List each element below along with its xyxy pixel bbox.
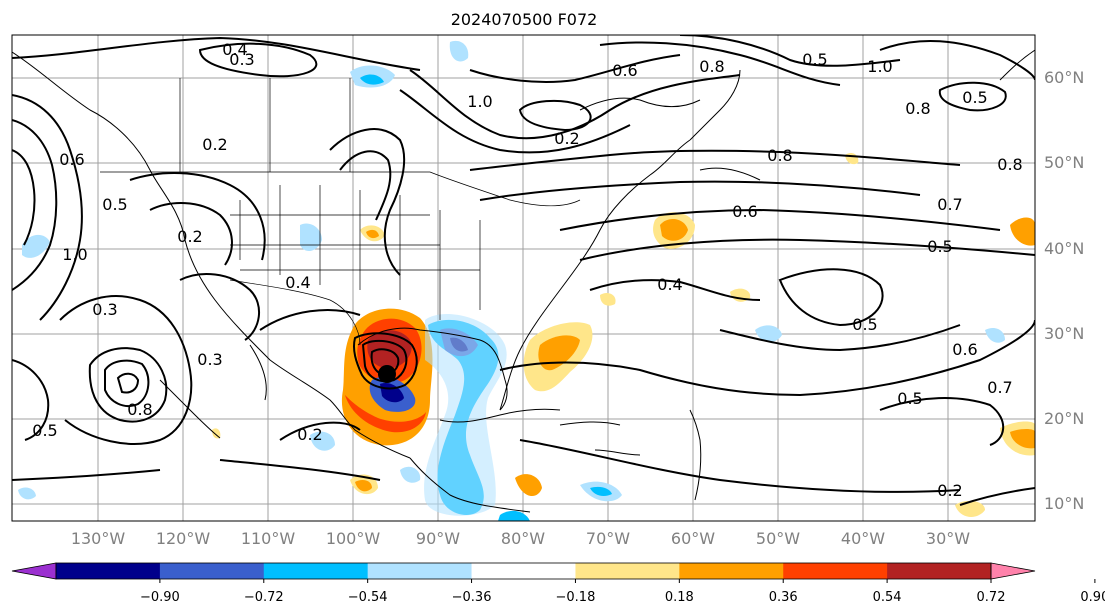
colorbar-extend-high bbox=[990, 562, 1036, 580]
contour-label: 0.3 bbox=[229, 50, 254, 69]
colorbar-swatch bbox=[263, 563, 369, 579]
contour-lines bbox=[12, 35, 1035, 506]
lon-label: 30°W bbox=[926, 529, 970, 548]
contour-label: 0.6 bbox=[59, 150, 84, 169]
latitude-axis: 60°N 50°N 40°N 30°N 20°N 10°N bbox=[1044, 68, 1084, 513]
contour-label: 0.8 bbox=[767, 146, 792, 165]
lon-label: 50°W bbox=[756, 529, 800, 548]
lon-label: 110°W bbox=[241, 529, 296, 548]
colorbar-tick-label: 0.18 bbox=[665, 590, 694, 605]
contour-label: 0.3 bbox=[197, 350, 222, 369]
contour-label: 0.6 bbox=[952, 340, 977, 359]
contour-label: 0.6 bbox=[612, 61, 637, 80]
lon-label: 70°W bbox=[586, 529, 630, 548]
contour-label: 0.7 bbox=[937, 195, 962, 214]
map-title: 2024070500 F072 bbox=[451, 10, 598, 29]
colorbar-tick-label: −0.18 bbox=[556, 590, 596, 605]
contour-label: 0.2 bbox=[554, 129, 579, 148]
colorbar-tick-label: 0.36 bbox=[769, 590, 798, 605]
contour-label: 0.5 bbox=[802, 50, 827, 69]
contour-label: 0.8 bbox=[699, 57, 724, 76]
contour-label: 0.2 bbox=[177, 227, 202, 246]
contour-label: 0.3 bbox=[92, 300, 117, 319]
map-panel: 0.4 0.3 1.0 0.6 0.8 0.5 0.2 0.7 1.0 0.4 … bbox=[12, 35, 1035, 521]
contour-label: 0.8 bbox=[127, 400, 152, 419]
contour-label: 0.5 bbox=[852, 315, 877, 334]
colorbar-swatch bbox=[887, 563, 992, 579]
colorbar-swatch bbox=[575, 563, 680, 579]
colorbar: −0.90 −0.72 −0.54 −0.36 −0.18 0.18 0.36 0.54 0.7… bbox=[11, 562, 1105, 605]
lat-label: 50°N bbox=[1044, 153, 1084, 172]
contour-label: 0.6 bbox=[732, 202, 757, 221]
lat-label: 60°N bbox=[1044, 68, 1084, 87]
contour-label: 0.2 bbox=[937, 481, 962, 500]
lat-label: 20°N bbox=[1044, 409, 1084, 428]
lat-label: 40°N bbox=[1044, 239, 1084, 258]
contour-label: 0.5 bbox=[102, 195, 127, 214]
contour-label: 0.4 bbox=[222, 40, 247, 59]
contour-label: 0.4 bbox=[657, 275, 682, 294]
storm-center-icon bbox=[378, 365, 396, 383]
colorbar-tick-label: 0.90 bbox=[1080, 590, 1105, 605]
colorbar-tick-label: −0.36 bbox=[452, 590, 492, 605]
colorbar-extend-low bbox=[11, 562, 57, 580]
contour-label: 1.0 bbox=[467, 92, 492, 111]
contour-label: 0.5 bbox=[897, 389, 922, 408]
colorbar-tick-label: −0.54 bbox=[348, 590, 388, 605]
coastlines bbox=[12, 49, 1035, 513]
contour-label: 0.8 bbox=[997, 155, 1022, 174]
colorbar-swatch bbox=[783, 563, 888, 579]
colorbar-swatch bbox=[679, 563, 784, 579]
colorbar-swatch bbox=[159, 563, 265, 579]
contour-label: 1.0 bbox=[867, 57, 892, 76]
colorbar-tick-label: 0.72 bbox=[977, 590, 1006, 605]
lat-label: 10°N bbox=[1044, 494, 1084, 513]
contour-label: 0.5 bbox=[962, 88, 987, 107]
lon-label: 80°W bbox=[501, 529, 545, 548]
colorbar-tick-label: 0.54 bbox=[873, 590, 902, 605]
contour-label: 0.2 bbox=[297, 425, 322, 444]
lat-label: 30°N bbox=[1044, 324, 1084, 343]
map-frame bbox=[11, 34, 1036, 522]
contour-label: 1.0 bbox=[62, 245, 87, 264]
lon-label: 100°W bbox=[326, 529, 381, 548]
contour-label: 0.2 bbox=[202, 135, 227, 154]
contour-label: 0.5 bbox=[32, 421, 57, 440]
lon-label: 90°W bbox=[416, 529, 460, 548]
contour-label: 0.4 bbox=[285, 273, 310, 292]
colorbar-swatch bbox=[56, 563, 161, 579]
lon-label: 130°W bbox=[71, 529, 126, 548]
colorbar-tick-label: −0.90 bbox=[140, 590, 180, 605]
contour-label-group: 0.4 0.3 1.0 0.6 0.8 0.5 0.2 0.7 1.0 0.4 … bbox=[32, 40, 1022, 500]
colorbar-tick-label: −0.72 bbox=[244, 590, 284, 605]
colorbar-swatch bbox=[471, 563, 576, 579]
contour-label: 0.8 bbox=[905, 99, 930, 118]
colorbar-swatch bbox=[367, 563, 473, 579]
lon-label: 40°W bbox=[841, 529, 885, 548]
contour-label: 0.7 bbox=[987, 378, 1012, 397]
lon-label: 120°W bbox=[156, 529, 211, 548]
longitude-axis: 130°W 120°W 110°W 100°W 90°W 80°W 70°W 6… bbox=[71, 529, 970, 548]
lon-label: 60°W bbox=[671, 529, 715, 548]
contour-label: 0.5 bbox=[927, 237, 952, 256]
